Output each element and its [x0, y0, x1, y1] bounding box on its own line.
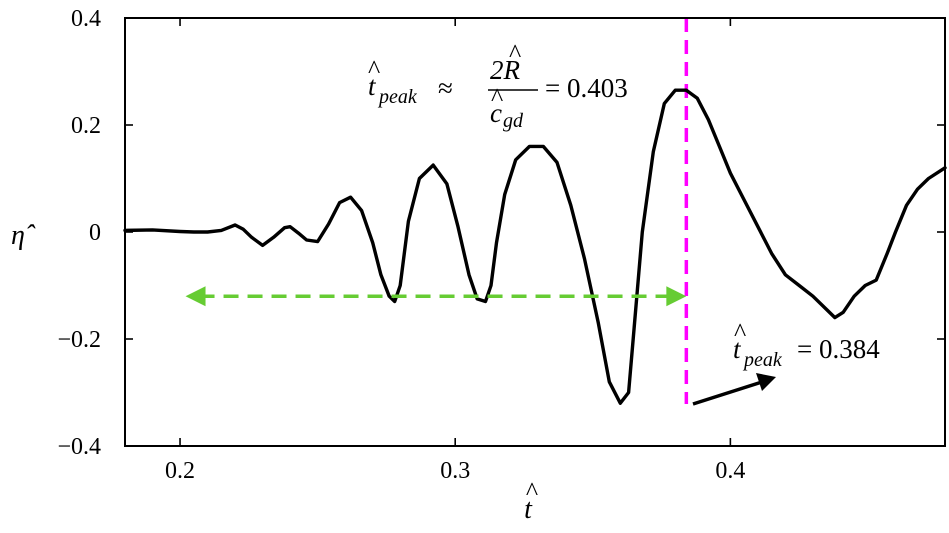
double-arrow-head-left	[185, 286, 206, 307]
y-axis-label-text: η̂	[11, 220, 36, 251]
formula-lhs-sub: peak	[377, 86, 418, 108]
formula-rhs: = 0.403	[545, 73, 628, 103]
x-axis-label-symbol: t	[524, 494, 533, 525]
y-tick-label: 0.2	[71, 113, 101, 139]
x-axis-label: t ^	[524, 477, 538, 525]
formula-denominator-sub: gd	[503, 110, 524, 132]
formula-denominator-hat: ^	[491, 83, 503, 112]
double-arrow-layer	[185, 286, 687, 307]
tpeak-hat: ^	[734, 318, 746, 347]
y-axis-label: η̂	[11, 220, 36, 251]
x-tick-label: 0.2	[165, 458, 195, 484]
formula-approx: ≈	[438, 73, 453, 103]
tpeak-value: = 0.384	[797, 334, 880, 364]
formula-denominator-symbol: c	[490, 98, 502, 128]
y-tick-label: −0.4	[57, 434, 101, 460]
tpeak-pointer-arrow-shaft	[692, 380, 763, 406]
tpeak-sub: peak	[742, 349, 783, 371]
formula-lhs-hat: ^	[368, 55, 380, 84]
x-tick-label: 0.3	[440, 458, 470, 484]
y-tick-label: 0	[89, 220, 101, 246]
tpeak-symbol: t	[733, 334, 742, 364]
double-arrow-head-right	[666, 286, 687, 307]
tpeak-pointer-arrowhead	[756, 373, 776, 391]
x-tick-label: 0.4	[715, 458, 745, 484]
formula-numerator: 2R	[490, 55, 521, 85]
formula-lhs-symbol: t	[368, 71, 377, 101]
series-line	[123, 88, 947, 405]
x-axis-label-hat: ^	[526, 477, 538, 506]
y-tick-label: 0.4	[71, 6, 101, 32]
series-layer	[123, 88, 947, 405]
y-tick-label: −0.2	[57, 327, 101, 353]
tpeak-annotation: t ^ peak = 0.384	[692, 318, 880, 406]
formula-numerator-hat: ^	[509, 39, 521, 68]
ticks-layer: 0.2 0.3 0.4 −0.4 −0.2 0 0.2 0.4	[57, 6, 945, 484]
formula-annotation: t ^ peak ≈ 2R ^ c ^ gd = 0.403	[368, 39, 628, 132]
